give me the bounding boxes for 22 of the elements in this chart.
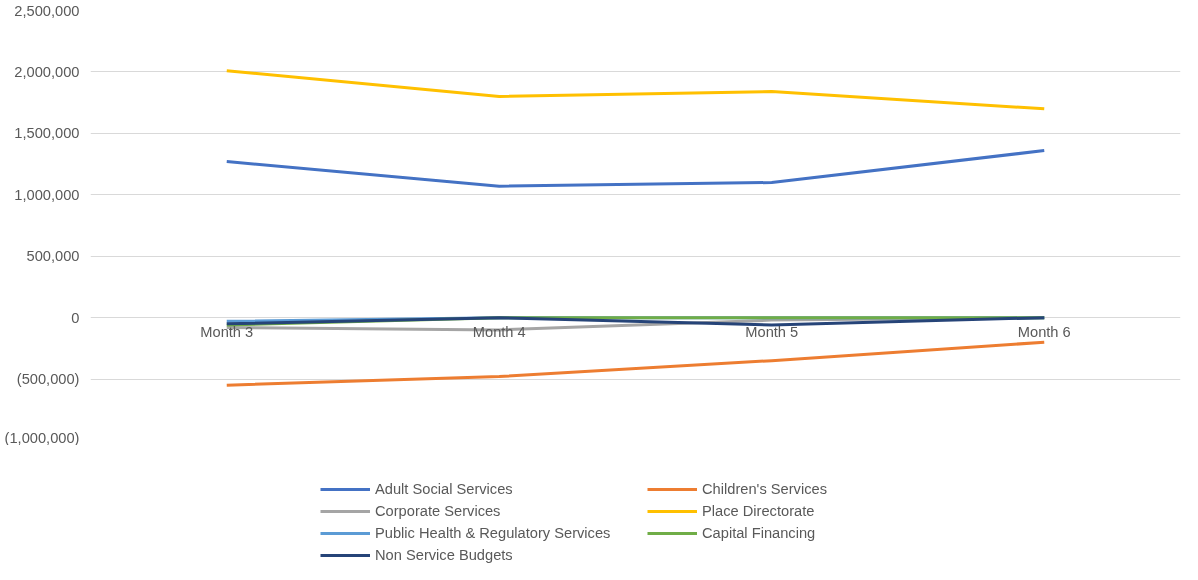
legend-label: Adult Social Services (375, 481, 514, 497)
x-tick-label: Month 3 (200, 323, 254, 340)
line-series (225, 340, 1046, 387)
legend-label: Place Directorate (702, 503, 816, 519)
y-tick-label: (1,000,000) (4, 429, 80, 446)
legend-label: Children's Services (702, 481, 828, 497)
x-tick-label: Month 5 (745, 323, 799, 340)
y-tick-label: (500,000) (16, 371, 80, 388)
y-tick-label: 0 (71, 309, 80, 326)
x-tick-label: Month 6 (1017, 323, 1071, 340)
y-tick-label: 500,000 (26, 248, 80, 265)
y-tick-label: 2,500,000 (14, 2, 80, 19)
y-tick-label: 2,000,000 (14, 63, 80, 80)
y-tick-label: 1,000,000 (14, 186, 80, 203)
y-tick-label: 1,500,000 (14, 125, 80, 142)
line-series (225, 69, 1046, 111)
legend-label: Corporate Services (375, 503, 502, 519)
legend-label: Public Health & Regulatory Services (375, 525, 612, 541)
legend-label: Non Service Budgets (375, 547, 514, 563)
legend-label: Capital Financing (702, 525, 817, 541)
x-tick-label: Month 4 (472, 323, 526, 340)
line-series (225, 149, 1046, 188)
